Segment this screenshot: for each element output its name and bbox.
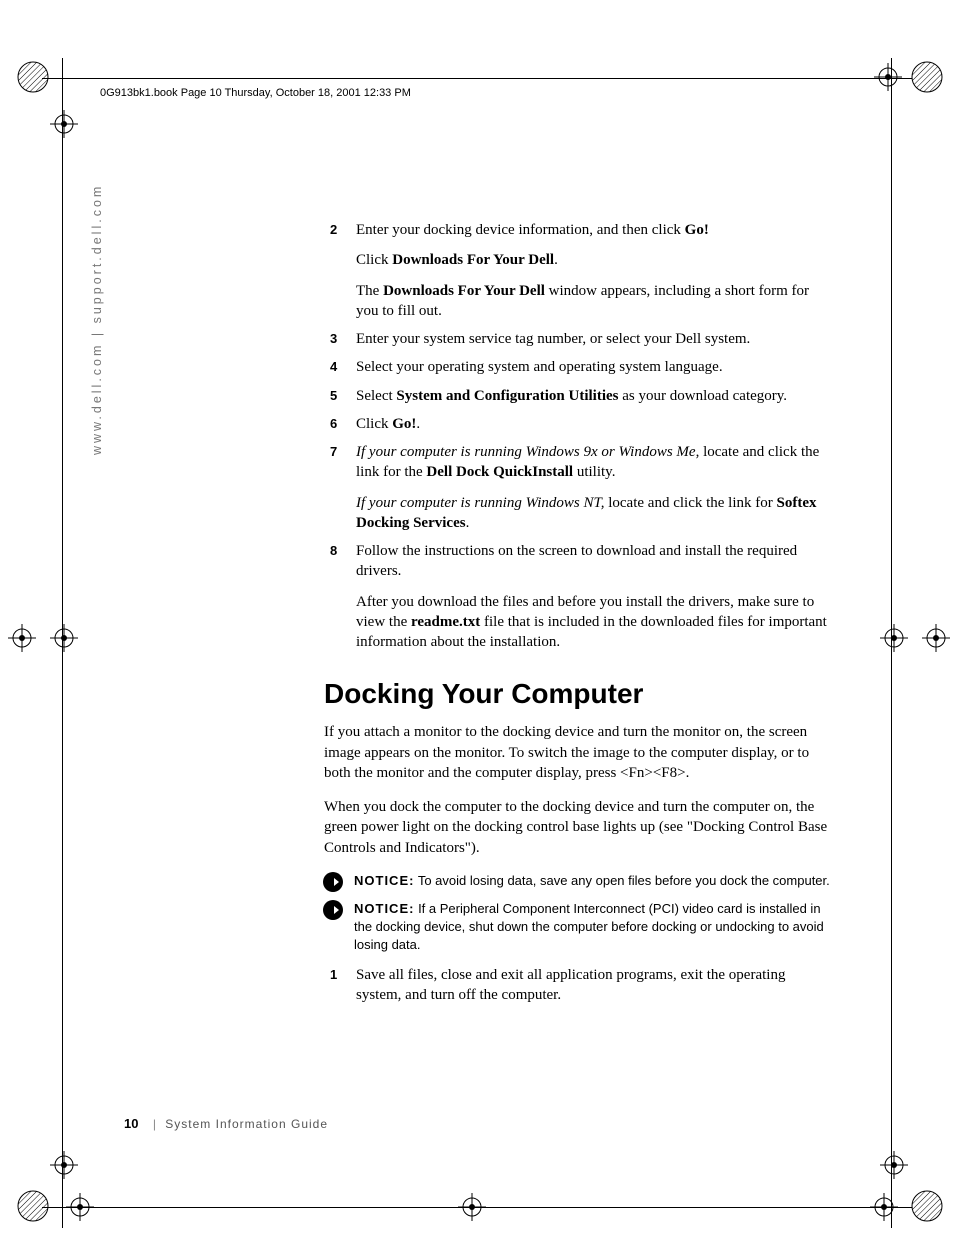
step-subtext: If your computer is running Windows NT, … xyxy=(356,493,830,534)
notice-label: NOTICE: xyxy=(354,901,414,916)
reg-mark xyxy=(880,1151,908,1179)
step-text: Enter your docking device information, a… xyxy=(356,222,709,238)
step-text: Select System and Configuration Utilitie… xyxy=(356,388,787,404)
notice-block: NOTICE: If a Peripheral Component Interc… xyxy=(324,900,830,955)
step-text: Follow the instructions on the screen to… xyxy=(356,543,797,579)
step-number: 5 xyxy=(330,387,337,405)
reg-mark xyxy=(874,63,902,91)
running-head: 0G913bk1.book Page 10 Thursday, October … xyxy=(100,87,411,99)
reg-mark xyxy=(50,110,78,138)
reg-mark xyxy=(50,624,78,652)
step-8: 8 Follow the instructions on the screen … xyxy=(330,541,830,652)
page-number: 10 xyxy=(124,1116,138,1131)
step-text: If your computer is running Windows 9x o… xyxy=(356,444,819,480)
page-footer: 10 | System Information Guide xyxy=(124,1116,328,1131)
step-6: 6 Click Go!. xyxy=(330,414,830,434)
side-url-text: www.dell.com | support.dell.com xyxy=(90,184,104,455)
reg-mark xyxy=(458,1193,486,1221)
step-number: 8 xyxy=(330,542,337,560)
page-content: 2 Enter your docking device information,… xyxy=(330,220,830,1013)
reg-mark xyxy=(50,1151,78,1179)
section-heading: Docking Your Computer xyxy=(324,678,830,710)
notice-icon xyxy=(322,871,344,893)
step-text: Enter your system service tag number, or… xyxy=(356,331,750,347)
step-number: 2 xyxy=(330,221,337,239)
step-text: Select your operating system and operati… xyxy=(356,359,723,375)
reg-mark xyxy=(66,1193,94,1221)
reg-mark xyxy=(870,1193,898,1221)
step-5: 5 Select System and Configuration Utilit… xyxy=(330,386,830,406)
step-number: 1 xyxy=(330,966,337,984)
hatch-circle-bl xyxy=(16,1189,50,1223)
body-paragraph: If you attach a monitor to the docking d… xyxy=(324,722,830,783)
reg-mark xyxy=(922,624,950,652)
step-number: 6 xyxy=(330,415,337,433)
step-number: 7 xyxy=(330,443,337,461)
step-number: 4 xyxy=(330,358,337,376)
step-2: 2 Enter your docking device information,… xyxy=(330,220,830,321)
footer-title: System Information Guide xyxy=(165,1117,328,1131)
notice-text: To avoid losing data, save any open file… xyxy=(414,873,829,888)
step-7: 7 If your computer is running Windows 9x… xyxy=(330,442,830,533)
footer-separator: | xyxy=(153,1117,157,1131)
step-subtext: The Downloads For Your Dell window appea… xyxy=(356,281,830,322)
notice-icon xyxy=(322,899,344,921)
hatch-circle-tr xyxy=(910,60,944,94)
notice-label: NOTICE: xyxy=(354,873,414,888)
reg-mark xyxy=(8,624,36,652)
crop-line-top xyxy=(42,78,912,79)
notice-block: NOTICE: To avoid losing data, save any o… xyxy=(324,872,830,890)
step-text: Save all files, close and exit all appli… xyxy=(356,967,785,1003)
step-subtext: After you download the files and before … xyxy=(356,592,830,653)
notice-text: If a Peripheral Component Interconnect (… xyxy=(354,901,824,952)
step-number: 3 xyxy=(330,330,337,348)
hatch-circle-tl xyxy=(16,60,50,94)
step-4: 4 Select your operating system and opera… xyxy=(330,357,830,377)
body-paragraph: When you dock the computer to the dockin… xyxy=(324,797,830,858)
step-3: 3 Enter your system service tag number, … xyxy=(330,329,830,349)
step-1: 1 Save all files, close and exit all app… xyxy=(330,965,830,1006)
step-subtext: Click Downloads For Your Dell. xyxy=(356,250,830,270)
hatch-circle-br xyxy=(910,1189,944,1223)
reg-mark xyxy=(880,624,908,652)
step-text: Click Go!. xyxy=(356,416,420,432)
